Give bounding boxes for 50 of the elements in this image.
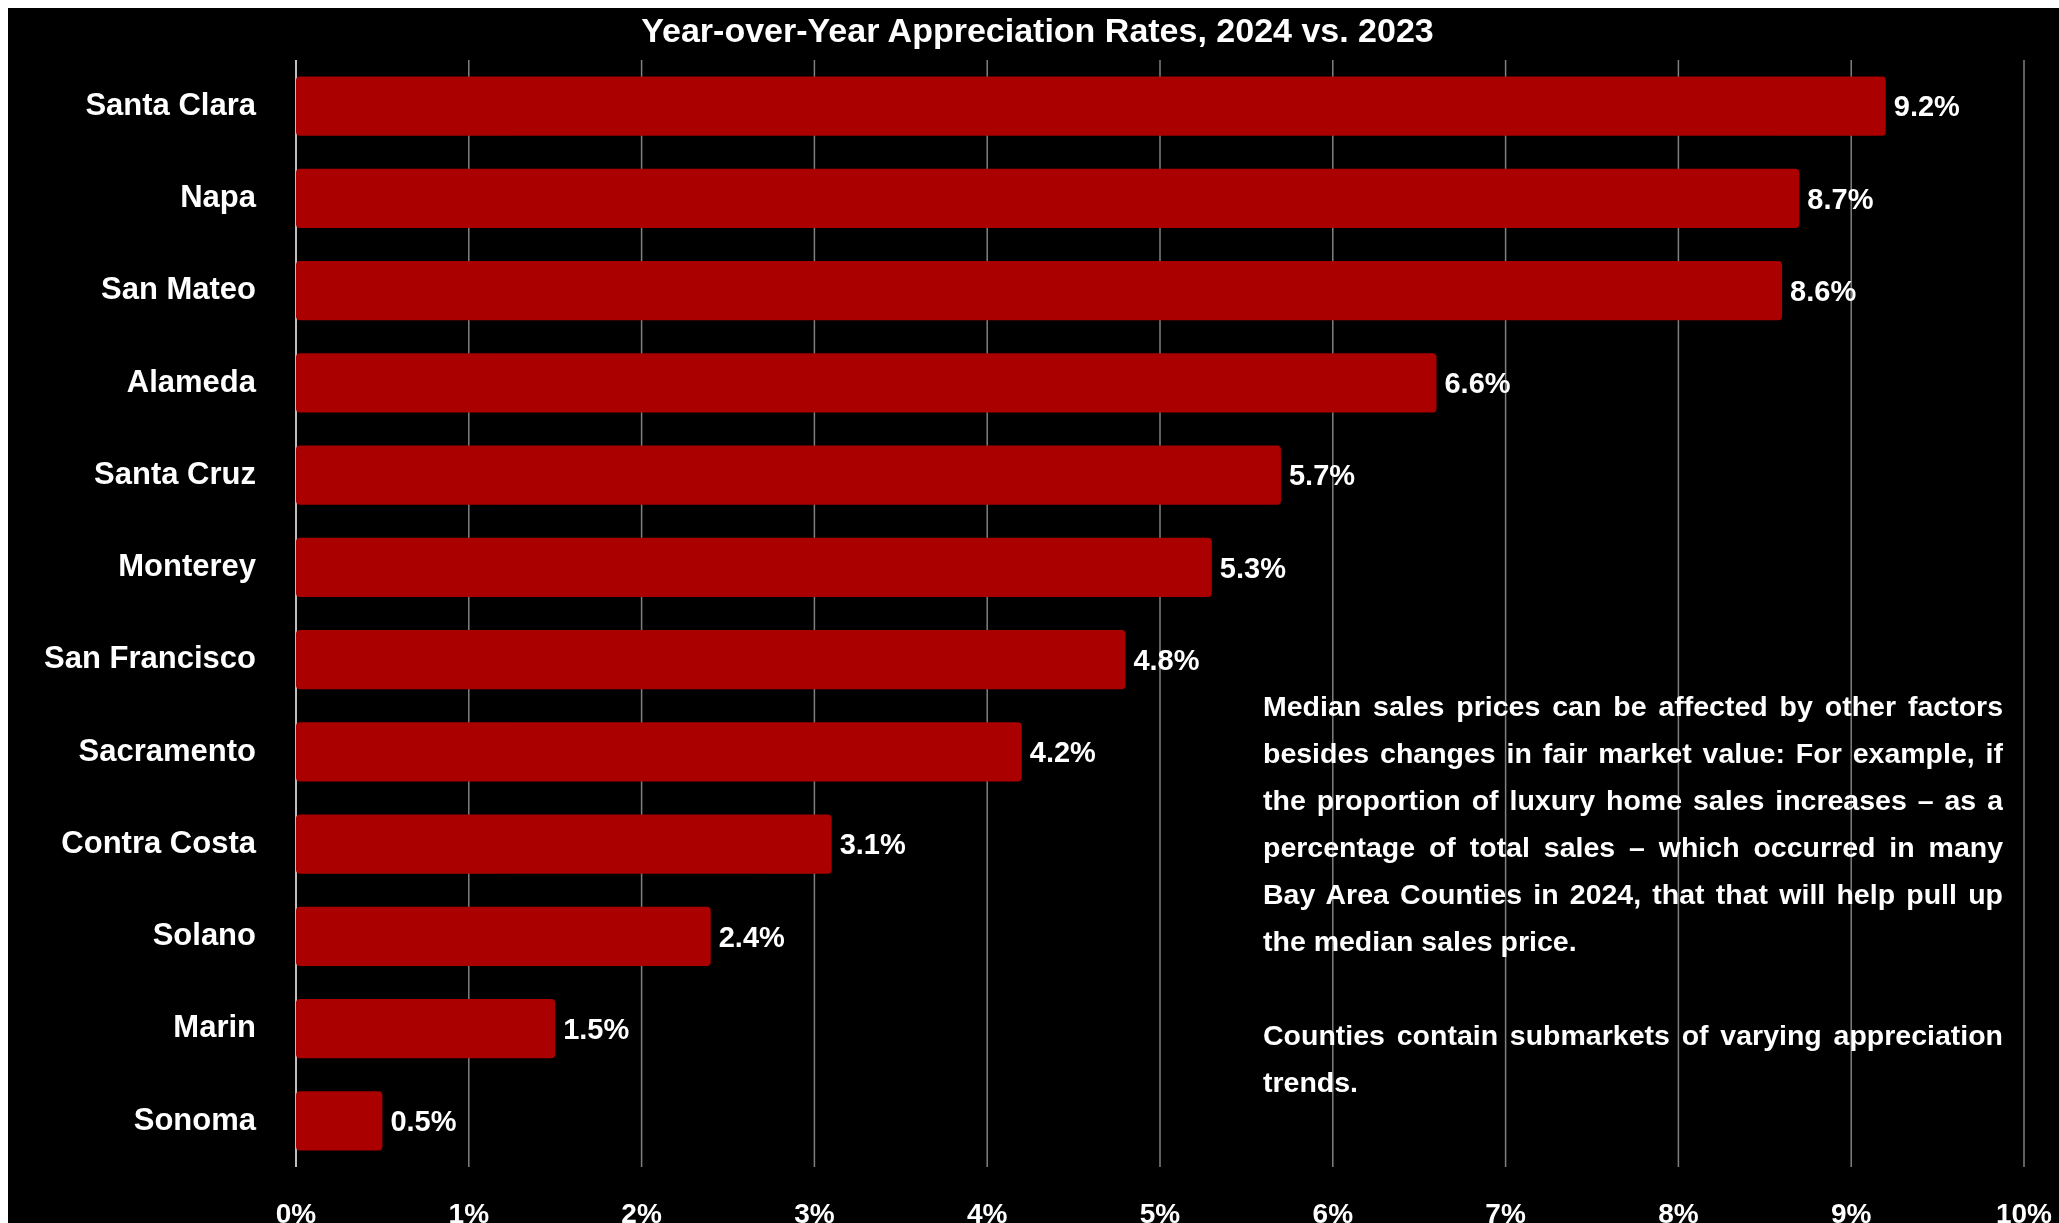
y-tick-label: Santa Clara <box>85 86 257 122</box>
data-label: 2.4% <box>718 920 786 953</box>
bar <box>296 445 1281 505</box>
data-label: 5.7% <box>1288 459 1356 492</box>
bar <box>296 537 1212 597</box>
bar <box>296 906 711 966</box>
y-tick-label: Alameda <box>126 363 257 399</box>
x-tick-label: 9% <box>1830 1197 1872 1223</box>
x-tick-label: 4% <box>966 1197 1008 1223</box>
y-tick-label: Santa Cruz <box>94 455 256 491</box>
data-label: 4.8% <box>1133 643 1200 676</box>
y-tick-label: Solano <box>152 917 256 953</box>
x-tick-label: 7% <box>1485 1197 1526 1223</box>
data-label: 6.6% <box>1444 367 1511 400</box>
data-label: 0.5% <box>390 1105 457 1138</box>
bar <box>296 722 1022 782</box>
x-tick-label: 10% <box>1995 1197 2053 1223</box>
y-tick-label: Monterey <box>118 548 257 584</box>
bar <box>296 630 1126 690</box>
data-label: 5.3% <box>1219 551 1287 584</box>
x-tick-label: 0% <box>275 1197 317 1223</box>
data-label: 8.7% <box>1807 182 1874 215</box>
y-tick-label: Marin <box>173 1009 256 1045</box>
y-tick-label: Napa <box>180 179 257 215</box>
x-tick-label: 6% <box>1312 1197 1354 1223</box>
bar <box>296 261 1783 321</box>
annotation: Counties contain submarkets of varying appreciation trends. <box>1263 1018 2003 1100</box>
annotation: Median sales prices can be affected by other factors besides changes in fair market value: For example, if the proportion of luxury home sales increases – as a percentage of total sales – which occurred in many Bay Area Counties in 2024, that that will help pull up the median sales price. <box>1263 689 2003 959</box>
bar <box>296 168 1800 228</box>
data-label: 1.5% <box>563 1012 630 1045</box>
y-tick-label: San Francisco <box>44 640 256 676</box>
data-label: 9.2% <box>1893 90 1961 123</box>
chart-title: Year-over-Year Appreciation Rates, 2024 vs. 2023 <box>641 11 1434 49</box>
bar <box>296 814 832 874</box>
bar <box>296 1091 383 1151</box>
data-label: 8.6% <box>1790 274 1857 307</box>
bar <box>296 353 1437 413</box>
x-tick-label: 1% <box>448 1197 490 1223</box>
x-tick-label: 3% <box>794 1197 835 1223</box>
y-tick-label: Contra Costa <box>61 824 257 860</box>
x-tick-label: 5% <box>1139 1197 1181 1223</box>
x-tick-label: 8% <box>1658 1197 1699 1223</box>
x-tick-label: 2% <box>621 1197 662 1223</box>
data-label: 3.1% <box>839 828 906 861</box>
y-tick-label: San Mateo <box>100 271 256 307</box>
y-tick-label: Sonoma <box>133 1101 257 1137</box>
data-label: 4.2% <box>1029 736 1097 769</box>
y-tick-label: Sacramento <box>78 732 256 768</box>
bar <box>296 999 556 1059</box>
bar <box>296 76 1886 136</box>
